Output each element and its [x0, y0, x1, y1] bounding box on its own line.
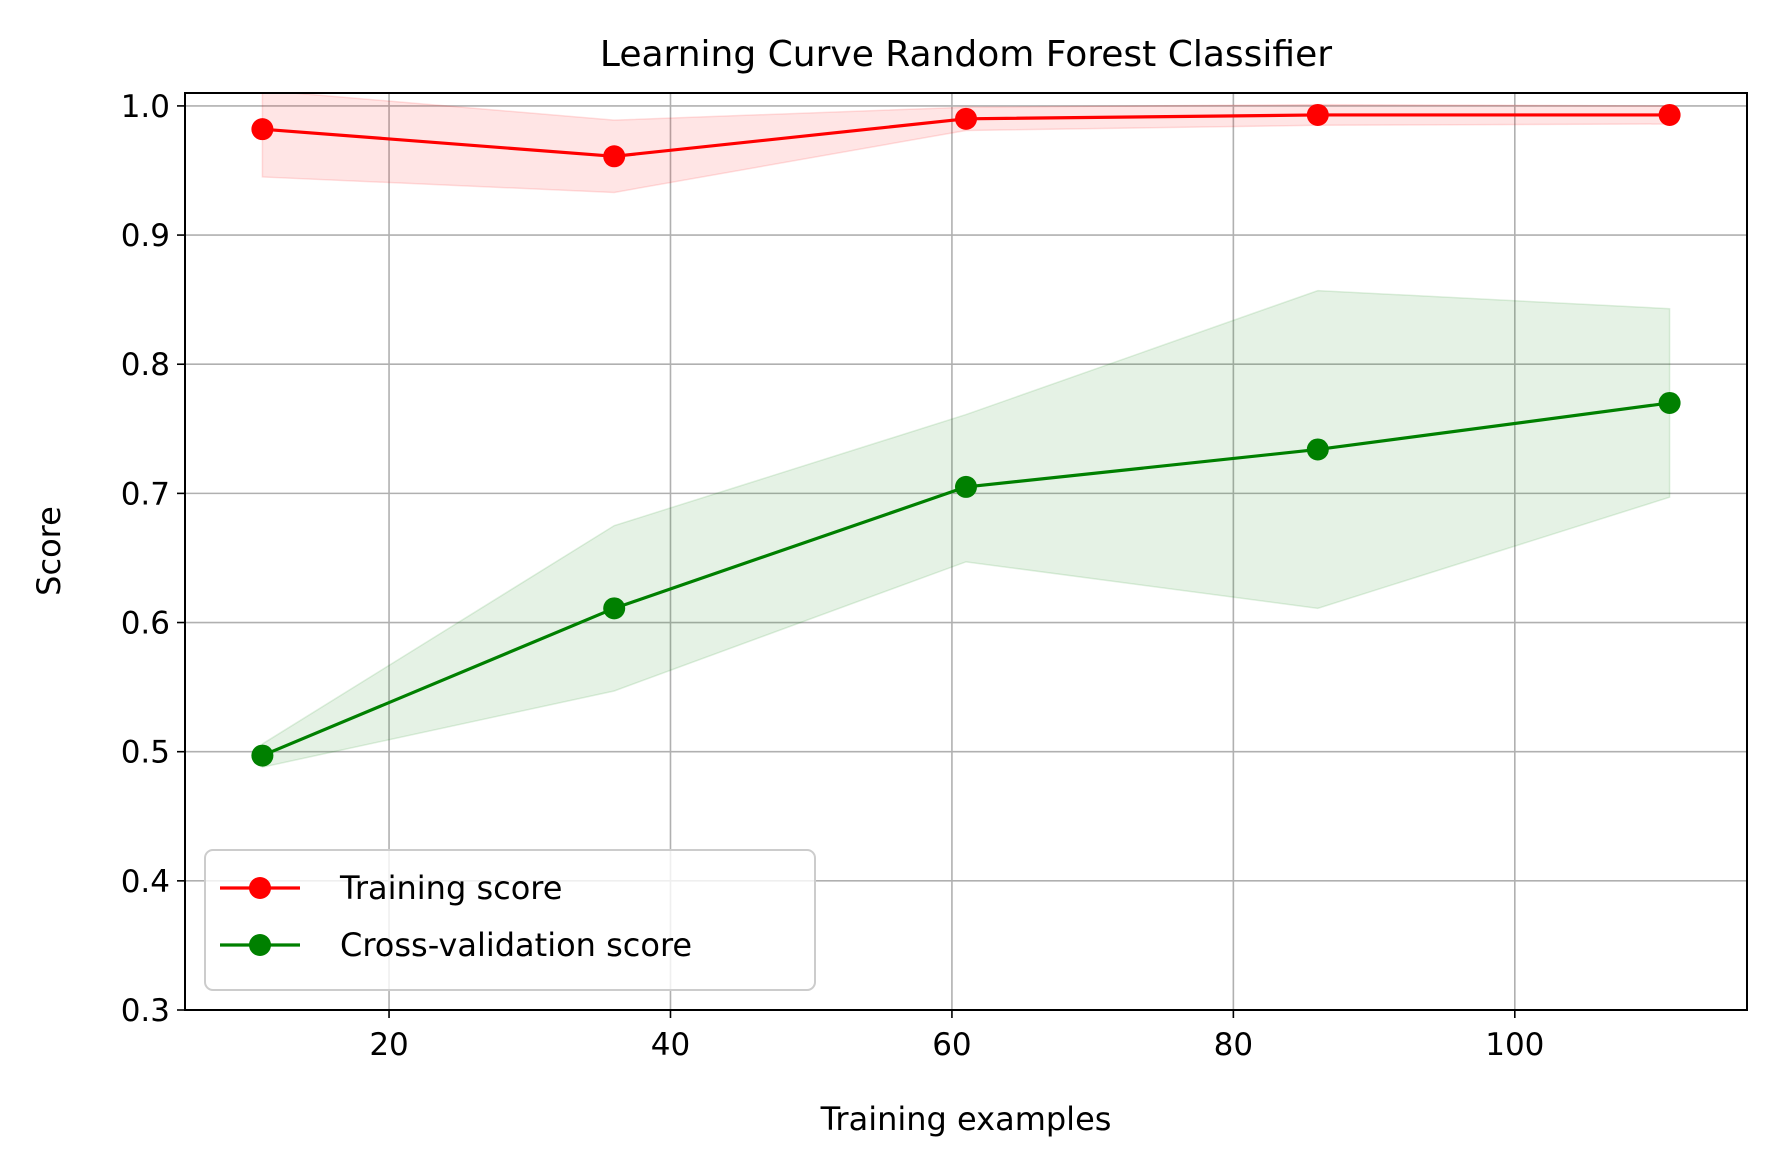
series-markers — [251, 103, 1681, 767]
x-axis-label: Training examples — [820, 1100, 1112, 1138]
cross-validation-score-point — [603, 597, 626, 620]
y-tick-label: 0.7 — [121, 476, 170, 512]
y-tick-label: 0.8 — [121, 347, 170, 383]
x-tick-label: 40 — [651, 1027, 690, 1063]
y-tick-label: 0.4 — [121, 864, 170, 900]
cross-validation-score-point — [251, 744, 274, 767]
cross-validation-score-point — [955, 475, 977, 498]
legend-entries: Training score Cross-validation score — [220, 869, 692, 964]
legend-box — [204, 849, 816, 991]
y-tick-label: 1.0 — [121, 89, 170, 125]
y-tick-label: 0.5 — [121, 735, 170, 771]
cross-validation-score-point — [1658, 391, 1681, 414]
x-tick-label: 100 — [1485, 1027, 1544, 1063]
cross-validation-score-point — [1306, 438, 1329, 461]
chart-title: Learning Curve Random Forest Classifier — [600, 34, 1332, 75]
x-tick-label: 20 — [369, 1027, 408, 1063]
y-axis-label: Score — [30, 506, 68, 596]
y-tick-label: 0.3 — [121, 993, 170, 1029]
training-score-point — [1306, 103, 1329, 126]
training-legend-marker — [249, 877, 271, 899]
axis-ticks: 20 40 60 80 100 0.3 0.4 0.5 0.6 0.7 0.8 0.9 1.0 — [121, 89, 1545, 1063]
cross-validation-legend-marker — [249, 934, 271, 956]
training-score-point — [251, 118, 274, 141]
training-score-point — [955, 107, 977, 130]
y-tick-label: 0.6 — [121, 606, 170, 642]
cross-validation-legend-label: Cross-validation score — [340, 926, 692, 964]
x-tick-label: 60 — [932, 1027, 971, 1063]
training-score-point — [1658, 103, 1681, 126]
x-tick-label: 80 — [1214, 1027, 1253, 1063]
legend: Training score Cross-validation score — [204, 849, 816, 991]
y-tick-label: 0.9 — [121, 218, 170, 254]
training-score-point — [603, 145, 626, 168]
training-legend-label: Training score — [339, 869, 562, 907]
plot-frame — [184, 92, 1748, 1011]
cross-validation-score-band — [261, 289, 1671, 769]
